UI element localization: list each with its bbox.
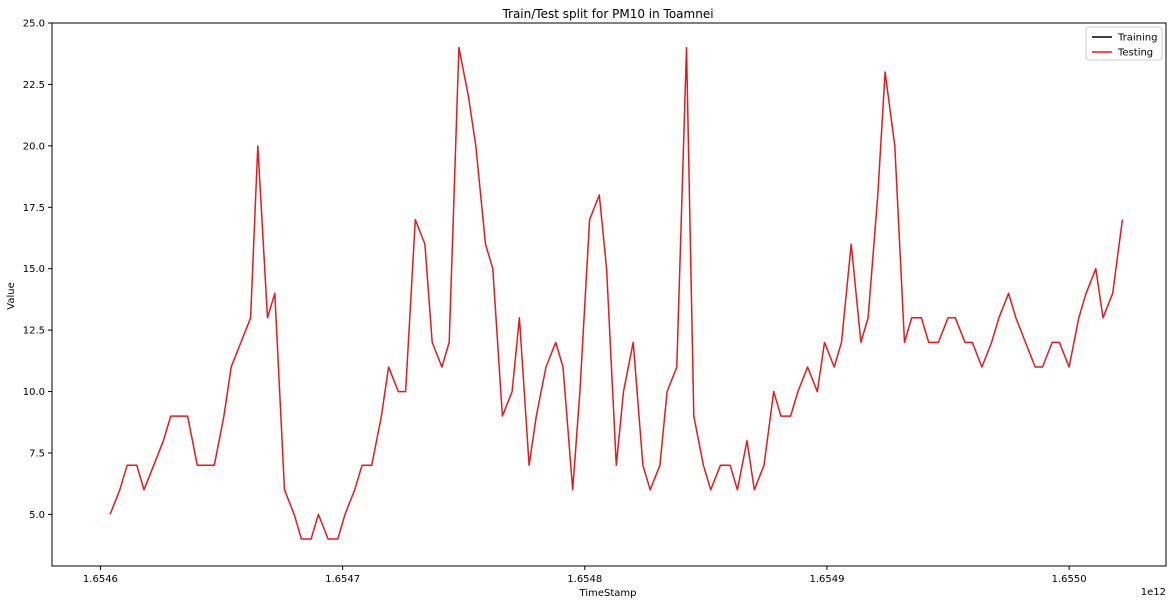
x-axis-offset-label: 1e12 [1141,587,1166,598]
chart-title: Train/Test split for PM10 in Toamnei [501,7,713,21]
y-tick-label: 12.5 [23,326,45,337]
legend: Training Testing [1085,26,1163,61]
y-tick-label: 5.0 [29,510,45,521]
plot-frame [51,22,1167,567]
x-tick-label: 1.6547 [325,574,360,585]
y-tick-label: 15.0 [23,264,45,275]
x-axis-label: TimeStamp [579,588,637,599]
x-axis: 1.6546 1.6547 1.6548 1.6549 1.6550 [83,566,1087,585]
series-layer [109,46,1124,540]
y-tick-label: 25.0 [23,19,45,30]
y-tick-label: 20.0 [23,141,45,152]
y-tick-label: 7.5 [29,448,45,459]
x-tick-label: 1.6549 [809,574,844,585]
series-line-testing [109,46,1124,540]
legend-label-training: Training [1117,33,1157,44]
plot-area [52,23,1166,566]
y-axis: 5.0 7.5 10.0 12.5 15.0 17.5 20.0 22.5 25.0 [23,19,52,521]
y-tick-label: 10.0 [23,387,45,398]
y-tick-label: 22.5 [23,80,45,91]
y-tick-label: 17.5 [23,203,45,214]
y-axis-label: Value [6,282,17,309]
legend-label-testing: Testing [1117,48,1153,59]
x-tick-label: 1.6548 [567,574,602,585]
x-tick-label: 1.6546 [83,574,118,585]
x-tick-label: 1.6550 [1052,574,1087,585]
